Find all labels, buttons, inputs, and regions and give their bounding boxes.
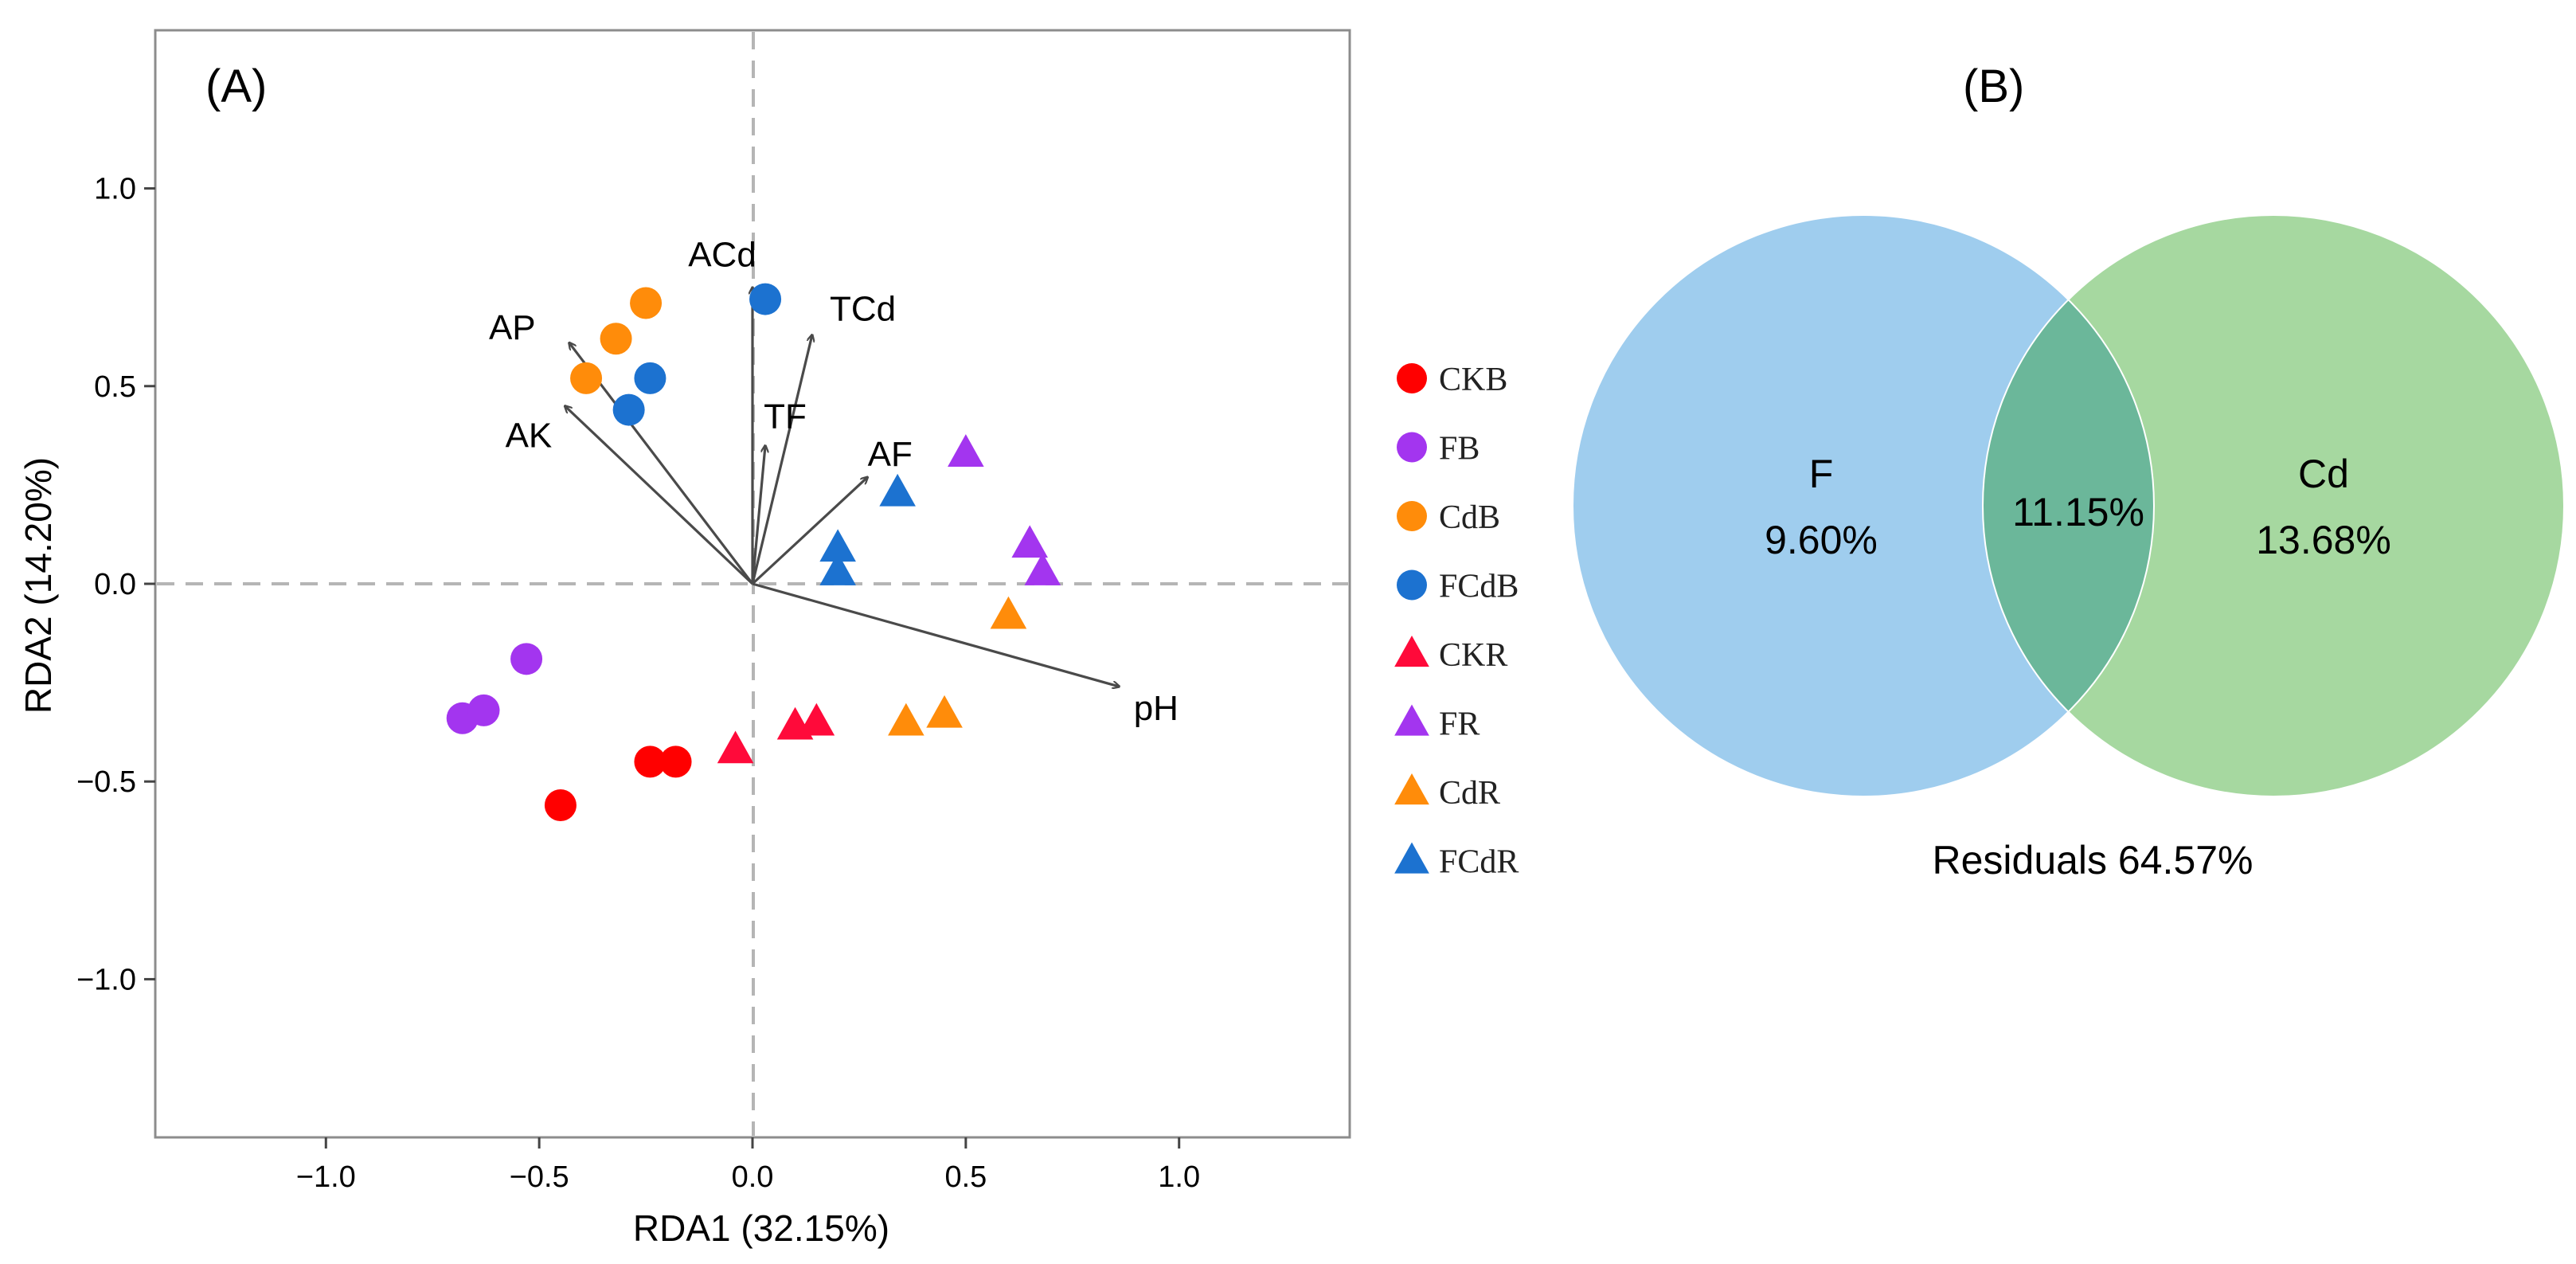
y-tick-label: 0.0 [94, 568, 136, 601]
point-fb [467, 694, 500, 726]
vector-label-ap: AP [489, 308, 536, 347]
legend: CKB FB CdB FCdB CKR FR CdR FCdR [1394, 362, 1519, 881]
y-tick-label: 0.5 [94, 370, 136, 404]
rda-biplot-panel: (A) −1.0 −0.5 0.0 0.5 1.0 1.00.50.0−0.5−1.0 … [18, 29, 1519, 1249]
x-tick-label: 0.5 [944, 1160, 987, 1194]
legend-swatch-fr [1394, 704, 1429, 736]
point-fcdb [749, 283, 782, 315]
venn-circle-f [1573, 215, 2154, 796]
legend-swatch-fcdr [1394, 842, 1429, 874]
point-fcdr [819, 529, 856, 562]
legend-swatch-cdb [1397, 501, 1427, 531]
venn-outline-cd [1982, 214, 2565, 797]
venn-value-intersection: 11.15% [2012, 490, 2144, 534]
point-cdr [888, 702, 924, 736]
legend-swatch-fcdb [1397, 569, 1427, 601]
point-ckr [717, 730, 754, 764]
vector-af [751, 477, 868, 585]
venn-label-cd: Cd [2298, 452, 2349, 496]
panel-label-a: (A) [205, 61, 267, 112]
point-fr [948, 434, 984, 467]
vector-label-ak: AK [506, 417, 553, 456]
environmental-vectors: ACd TCd TF AF AP AK pH [489, 236, 1179, 728]
x-tick-label: 0.0 [732, 1160, 774, 1194]
vector-label-acd: ACd [688, 236, 756, 275]
legend-label-fcdb: FCdB [1439, 569, 1519, 605]
vector-label-af: AF [868, 435, 913, 474]
vector-tf [751, 445, 765, 585]
point-cdb [570, 362, 603, 394]
legend-label-cdr: CdR [1439, 775, 1500, 812]
point-fcdr [879, 473, 916, 507]
point-fb [510, 643, 543, 675]
point-ckb [659, 745, 692, 778]
point-cdb [630, 287, 663, 319]
y-axis-ticks: 1.0 0.5 0.0 −0.5 −1.0 [76, 173, 155, 996]
vector-ak [565, 406, 754, 585]
y-tick-label: −0.5 [76, 765, 136, 799]
x-tick-label: 1.0 [1158, 1160, 1200, 1194]
x-axis-ticks: −1.0 −0.5 0.0 0.5 1.0 [296, 1137, 1200, 1194]
point-ckb [634, 745, 666, 778]
legend-swatch-fb [1397, 432, 1427, 463]
point-fr [1011, 525, 1049, 558]
point-cdb [600, 323, 632, 355]
y-axis-title: RDA2 (14.20%) [18, 457, 59, 714]
point-fcdr [819, 553, 856, 585]
legend-label-ckr: CKR [1439, 637, 1507, 674]
legend-label-fr: FR [1439, 706, 1480, 743]
vector-label-tf: TF [764, 397, 807, 436]
vector-ph [752, 582, 1120, 687]
venn-outline-f [1572, 214, 2155, 797]
x-axis-title: RDA1 (32.15%) [633, 1207, 889, 1249]
point-cdr [926, 695, 963, 728]
vector-label-ph: pH [1134, 689, 1179, 728]
point-ckr [798, 702, 835, 736]
legend-swatch-ckb [1397, 363, 1427, 393]
point-fcdb [634, 362, 666, 394]
legend-label-cdb: CdB [1439, 499, 1500, 536]
venn-circle-cd [1983, 215, 2564, 796]
venn-value-f: 9.60% [1765, 518, 1878, 562]
x-tick-label: −0.5 [510, 1160, 569, 1194]
point-fr [1024, 553, 1061, 585]
point-ckb [544, 789, 577, 821]
vector-label-tcd: TCd [830, 289, 896, 328]
legend-label-ckb: CKB [1439, 362, 1507, 398]
venn-value-cd: 13.68% [2256, 518, 2391, 562]
sample-points [446, 283, 1061, 821]
x-tick-label: −1.0 [296, 1160, 356, 1194]
point-cdr [990, 596, 1027, 629]
vector-tcd [751, 335, 812, 585]
venn-panel: (B) F 9.60% Cd 13.68% 11.15% Residuals 6… [1572, 61, 2565, 882]
point-fcdb [612, 393, 645, 426]
residuals-label: Residuals 64.57% [1932, 838, 2253, 882]
legend-swatch-ckr [1394, 636, 1429, 667]
y-tick-label: 1.0 [94, 173, 136, 206]
venn-label-f: F [1809, 452, 1834, 496]
y-tick-label: −1.0 [76, 963, 136, 996]
legend-swatch-cdr [1394, 773, 1429, 805]
legend-label-fb: FB [1439, 431, 1480, 468]
panel-label-b: (B) [1963, 61, 2024, 112]
legend-label-fcdr: FCdR [1439, 844, 1519, 881]
